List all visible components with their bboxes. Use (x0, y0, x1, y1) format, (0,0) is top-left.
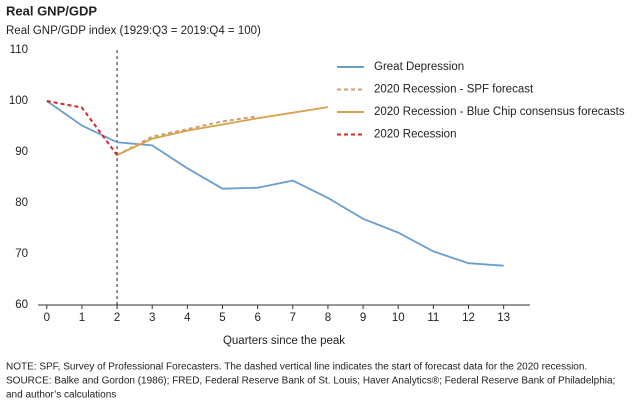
x-tick-label: 3 (149, 312, 155, 324)
x-tick-label: 5 (219, 312, 225, 324)
series-line (46, 100, 118, 156)
y-tick-label: 110 (10, 44, 28, 56)
x-tick-label: 2 (114, 312, 120, 324)
x-tick-label: 11 (427, 312, 439, 324)
legend-label: Great Depression (374, 61, 464, 73)
legend-label: 2020 Recession (374, 129, 456, 141)
note: NOTE: SPF, Survey of Professional Foreca… (6, 362, 587, 373)
x-tick-label: 13 (497, 312, 510, 324)
legend-label: 2020 Recession - Blue Chip consensus for… (374, 106, 625, 118)
note: SOURCE: Balke and Gordon (1986); FRED, F… (6, 376, 615, 387)
chart-title: Real GNP/GDP (6, 3, 97, 18)
legend-label: 2020 Recession - SPF forecast (374, 84, 534, 96)
x-tick-label: 1 (79, 312, 85, 324)
y-tick-label: 70 (15, 248, 28, 260)
series-line (46, 100, 504, 267)
x-axis-label: Quarters since the peak (223, 335, 345, 347)
x-tick-label: 0 (44, 312, 50, 324)
y-tick-label: 80 (15, 197, 28, 209)
series-line (116, 106, 329, 156)
x-tick-label: 7 (290, 312, 296, 324)
x-tick-label: 8 (325, 312, 331, 324)
y-tick-label: 100 (9, 95, 28, 107)
x-tick-label: 4 (184, 312, 191, 324)
x-tick-label: 6 (254, 312, 260, 324)
y-tick-label: 90 (15, 146, 28, 158)
x-tick-label: 9 (360, 312, 366, 324)
x-tick-label: 10 (392, 312, 405, 324)
chart-subtitle: Real GNP/GDP index (1929:Q3 = 2019:Q4 = … (6, 25, 261, 37)
note: and author’s calculations (6, 390, 116, 401)
x-tick-label: 12 (462, 312, 475, 324)
y-tick-label: 60 (15, 299, 28, 311)
